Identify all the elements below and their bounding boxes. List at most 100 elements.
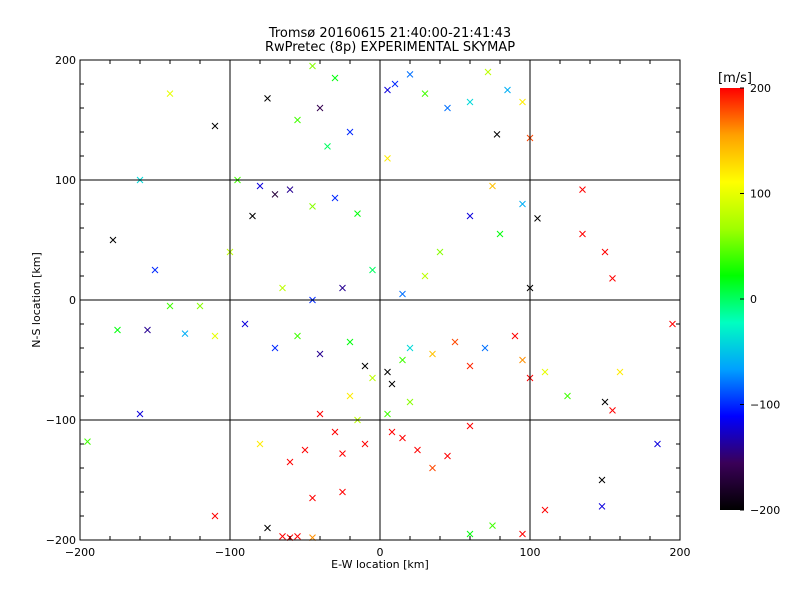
data-point-cross bbox=[249, 212, 256, 220]
x-tick-label: −200 bbox=[65, 546, 95, 559]
data-point-cross bbox=[609, 407, 616, 414]
data-point-cross bbox=[466, 212, 474, 220]
data-point-cross bbox=[579, 230, 586, 238]
data-point-cross bbox=[601, 248, 609, 256]
data-point-cross bbox=[264, 524, 271, 532]
data-point-cross bbox=[331, 194, 339, 202]
data-point-cross bbox=[519, 98, 526, 106]
data-point-cross bbox=[414, 446, 421, 454]
data-point-cross bbox=[294, 533, 301, 540]
x-tick-label: −100 bbox=[215, 546, 245, 559]
data-point-cross bbox=[598, 476, 606, 484]
data-point-cross bbox=[384, 410, 391, 418]
data-point-cross bbox=[144, 326, 151, 334]
data-point-cross bbox=[466, 530, 474, 538]
data-point-cross bbox=[166, 90, 174, 97]
data-point-cross bbox=[429, 350, 436, 358]
data-point-cross bbox=[481, 344, 489, 352]
scatter-points bbox=[84, 62, 676, 541]
data-point-cross bbox=[384, 155, 391, 162]
data-point-cross bbox=[484, 68, 492, 76]
data-point-cross bbox=[151, 266, 159, 274]
data-point-cross bbox=[294, 332, 301, 340]
data-point-cross bbox=[346, 128, 354, 136]
data-point-cross bbox=[346, 392, 354, 400]
data-point-cross bbox=[391, 80, 399, 88]
data-point-cross bbox=[339, 284, 346, 292]
data-point-cross bbox=[616, 368, 624, 376]
data-point-cross bbox=[271, 191, 279, 198]
data-point-cross bbox=[669, 320, 676, 328]
data-point-cross bbox=[399, 434, 406, 442]
data-point-cross bbox=[136, 410, 144, 418]
data-point-cross bbox=[496, 230, 504, 238]
data-point-cross bbox=[271, 344, 279, 352]
x-tick-label: 100 bbox=[520, 546, 541, 559]
data-point-cross bbox=[489, 522, 496, 529]
grid-lines bbox=[80, 60, 680, 540]
data-point-cross bbox=[388, 380, 396, 388]
data-point-cross bbox=[279, 533, 286, 540]
x-tick-label: 200 bbox=[670, 546, 691, 559]
data-point-cross bbox=[361, 362, 369, 370]
data-point-cross bbox=[436, 248, 444, 256]
data-point-cross bbox=[286, 186, 294, 193]
data-point-cross bbox=[534, 215, 541, 222]
data-point-cross bbox=[316, 410, 324, 418]
x-axis-ticks: −200 −100 0 100 200 bbox=[65, 60, 691, 559]
data-point-cross bbox=[331, 428, 339, 436]
data-point-cross bbox=[493, 131, 501, 138]
data-point-cross bbox=[541, 506, 549, 514]
data-point-cross bbox=[421, 272, 429, 280]
data-point-cross bbox=[519, 200, 526, 208]
data-point-cross bbox=[564, 392, 571, 400]
plot-frame bbox=[79, 59, 681, 541]
data-point-cross bbox=[279, 284, 286, 292]
data-point-cross bbox=[109, 236, 117, 244]
data-point-cross bbox=[399, 356, 406, 364]
data-point-cross bbox=[361, 440, 369, 448]
data-point-cross bbox=[324, 143, 331, 150]
data-point-cross bbox=[196, 302, 204, 310]
data-point-cross bbox=[609, 275, 616, 282]
data-point-cross bbox=[84, 438, 91, 445]
data-point-cross bbox=[211, 332, 219, 340]
data-point-cross bbox=[399, 290, 406, 298]
data-point-cross bbox=[339, 450, 346, 457]
y-axis-label: N-S location [km] bbox=[30, 252, 43, 348]
colorbar-tick-label: 200 bbox=[750, 82, 771, 95]
data-point-cross bbox=[541, 368, 549, 376]
data-point-cross bbox=[264, 95, 271, 102]
data-point-cross bbox=[466, 362, 474, 370]
data-point-cross bbox=[504, 86, 511, 94]
data-point-cross bbox=[301, 446, 309, 454]
data-point-cross bbox=[211, 512, 219, 520]
data-point-cross bbox=[601, 398, 609, 406]
data-point-cross bbox=[579, 186, 586, 193]
data-point-cross bbox=[339, 488, 346, 496]
x-axis-label: E-W location [km] bbox=[331, 558, 429, 571]
data-point-cross bbox=[519, 356, 526, 364]
data-point-cross bbox=[286, 458, 294, 466]
data-point-cross bbox=[511, 332, 519, 340]
data-point-cross bbox=[384, 368, 391, 376]
chart-subtitle: RwPretec (8p) EXPERIMENTAL SKYMAP bbox=[265, 40, 515, 55]
data-point-cross bbox=[256, 440, 264, 448]
y-tick-label: 100 bbox=[55, 174, 76, 187]
data-point-cross bbox=[166, 302, 174, 310]
data-point-cross bbox=[466, 98, 474, 106]
data-point-cross bbox=[369, 374, 376, 382]
data-point-cross bbox=[429, 464, 436, 472]
data-point-cross bbox=[406, 344, 414, 352]
chart-title: Tromsø 20160615 21:40:00-21:41:43 bbox=[268, 26, 511, 41]
data-point-cross bbox=[294, 116, 301, 124]
colorbar-tick-label: −200 bbox=[750, 504, 780, 517]
y-tick-label: −100 bbox=[46, 414, 76, 427]
data-point-cross bbox=[354, 210, 361, 217]
colorbar-tick-label: −100 bbox=[750, 399, 780, 412]
data-point-cross bbox=[316, 350, 324, 358]
y-axis-ticks: −200 −100 0 100 200 bbox=[46, 54, 680, 547]
data-point-cross bbox=[406, 71, 414, 78]
data-point-cross bbox=[444, 452, 451, 460]
